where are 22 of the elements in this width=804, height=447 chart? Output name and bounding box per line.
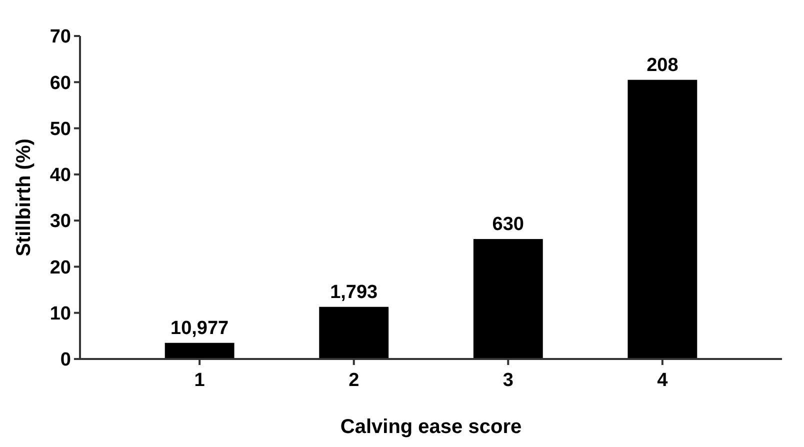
annotation: 208	[646, 54, 678, 76]
bar	[473, 239, 543, 359]
y-tick-label: 70	[50, 26, 71, 48]
annotation: 10,977	[170, 318, 229, 339]
bar	[628, 80, 698, 359]
y-axis-title: Stillbirth (%)	[13, 138, 35, 256]
bar	[164, 342, 234, 359]
x-tick-label: 3	[502, 370, 514, 391]
annotation: 1,793	[330, 282, 378, 303]
annotation: 630	[492, 214, 524, 236]
y-tick-label: 50	[50, 118, 71, 140]
y-tick-label: 0	[60, 350, 71, 371]
y-tick-label: 40	[50, 165, 71, 186]
x-tick-label: 1	[194, 370, 206, 391]
y-tick-label: 20	[50, 257, 71, 278]
bar	[319, 306, 389, 359]
x-tick-label: 2	[348, 370, 360, 391]
x-axis-title: Calving ease score	[340, 416, 522, 438]
y-tick-label: 30	[50, 211, 71, 232]
x-tick-label: 4	[657, 370, 668, 391]
y-tick-label: 60	[50, 72, 71, 94]
y-tick-label: 10	[50, 304, 71, 325]
